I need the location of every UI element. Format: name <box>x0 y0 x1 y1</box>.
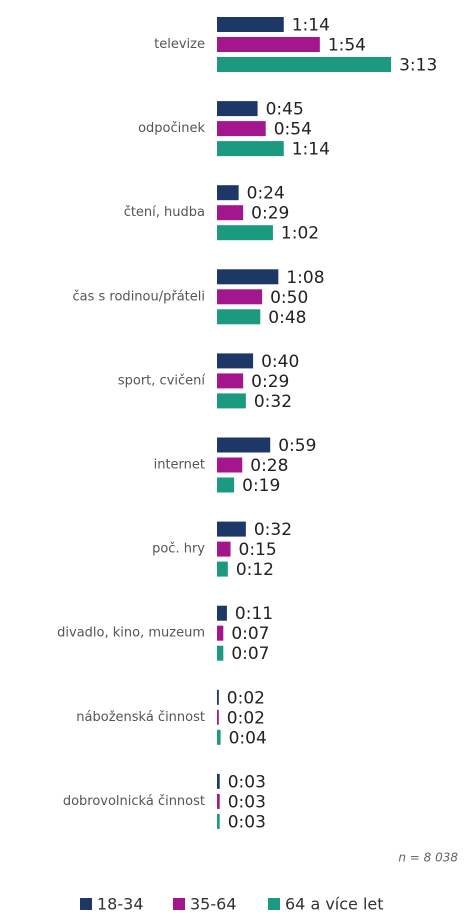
category-label: odpočinek <box>138 121 205 136</box>
bar <box>217 37 320 52</box>
value-label: 0:50 <box>270 288 308 308</box>
bar <box>217 121 266 137</box>
bar <box>217 561 228 577</box>
bar <box>217 57 392 72</box>
legend-label: 35-64 <box>190 895 237 914</box>
category-label: dobrovolnická činnost <box>63 794 205 809</box>
value-label: 0:28 <box>250 456 288 476</box>
value-label: 0:24 <box>247 184 285 204</box>
value-label: 3:13 <box>399 56 437 76</box>
value-label: 0:02 <box>227 708 265 728</box>
bar <box>217 17 284 32</box>
value-label: 1:08 <box>286 268 324 288</box>
value-label: 0:29 <box>251 204 289 224</box>
value-label: 0:02 <box>227 688 265 708</box>
annotation: n = 8 038 <box>398 851 458 865</box>
bar <box>217 101 258 117</box>
bar <box>217 605 227 621</box>
value-label: 1:54 <box>328 36 366 56</box>
bar <box>217 289 263 305</box>
bar <box>217 709 219 725</box>
value-label: 0:11 <box>235 604 273 624</box>
bar <box>217 813 220 829</box>
value-label: 0:29 <box>251 372 289 392</box>
bar <box>217 437 271 453</box>
bar <box>217 793 220 809</box>
bar <box>217 689 219 705</box>
bar <box>217 205 244 221</box>
value-label: 0:03 <box>228 792 266 812</box>
value-label: 0:07 <box>231 624 269 644</box>
value-label: 1:14 <box>292 16 330 36</box>
value-label: 0:03 <box>228 812 266 832</box>
bar <box>217 477 235 493</box>
value-label: 1:02 <box>281 224 319 244</box>
bar <box>217 269 279 285</box>
bar <box>217 309 261 325</box>
category-label: čtení, hudba <box>124 205 205 220</box>
bar <box>217 373 244 389</box>
bar <box>217 773 220 789</box>
bar <box>217 625 224 641</box>
category-label: náboženská činnost <box>76 710 205 725</box>
value-label: 0:04 <box>229 728 267 748</box>
bar <box>217 141 284 157</box>
value-label: 0:19 <box>242 476 280 496</box>
legend-label: 18-34 <box>97 895 144 914</box>
bar <box>217 541 231 557</box>
category-label: čas s rodinou/přáteli <box>73 289 206 304</box>
value-label: 0:48 <box>268 308 306 328</box>
category-label: divadlo, kino, muzeum <box>57 626 205 641</box>
value-label: 0:03 <box>228 772 266 792</box>
bar <box>217 225 273 241</box>
value-label: 0:45 <box>266 100 304 120</box>
bar <box>217 521 246 537</box>
legend-swatch <box>80 898 92 910</box>
legend-label: 64 a více let <box>285 895 384 914</box>
value-label: 0:07 <box>231 644 269 664</box>
bar <box>217 729 221 745</box>
bar <box>217 457 243 473</box>
category-label: poč. hry <box>152 542 205 557</box>
value-label: 0:12 <box>236 560 274 580</box>
bar <box>217 185 239 201</box>
bar <box>217 393 246 409</box>
value-label: 0:32 <box>254 392 292 412</box>
category-label: internet <box>154 458 205 473</box>
category-label: televize <box>154 37 205 52</box>
category-label: sport, cvičení <box>118 373 206 388</box>
legend-swatch <box>173 898 185 910</box>
bar <box>217 353 254 369</box>
bar <box>217 645 224 661</box>
value-label: 0:40 <box>261 352 299 372</box>
value-label: 0:32 <box>254 520 292 540</box>
value-label: 1:14 <box>292 140 330 160</box>
value-label: 0:54 <box>274 120 312 140</box>
value-label: 0:59 <box>278 436 316 456</box>
value-label: 0:15 <box>239 540 277 560</box>
legend-swatch <box>268 898 280 910</box>
